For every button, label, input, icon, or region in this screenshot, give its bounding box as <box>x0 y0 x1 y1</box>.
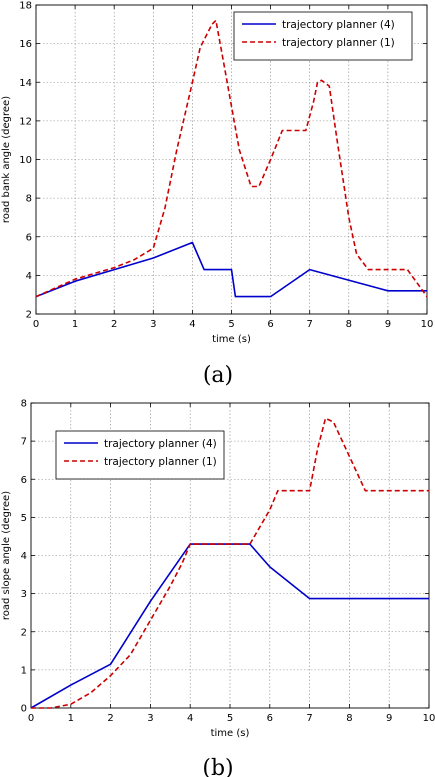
legend-label-1: trajectory planner (4) <box>104 438 217 450</box>
legend-label-2: trajectory planner (1) <box>282 37 395 49</box>
x-axis-label: time (s) <box>212 334 251 345</box>
x-tick-label: 3 <box>147 713 153 724</box>
y-axis-label: road bank angle (degree) <box>1 96 12 223</box>
x-tick-label: 1 <box>68 713 74 724</box>
y-tick-label: 8 <box>26 194 32 205</box>
x-tick-label: 8 <box>346 319 352 330</box>
y-tick-label: 5 <box>21 513 27 524</box>
y-tick-label: 3 <box>21 589 27 600</box>
figure-caption: (b) <box>202 756 233 777</box>
y-tick-label: 2 <box>26 310 32 321</box>
x-tick-label: 3 <box>150 319 156 330</box>
series-line-2 <box>31 417 429 709</box>
legend-box <box>55 430 225 480</box>
y-tick-label: 7 <box>21 437 27 448</box>
x-axis-label: time (s) <box>211 728 250 739</box>
y-tick-label: 10 <box>19 155 32 166</box>
series-line-1 <box>30 543 429 709</box>
x-tick-label: 10 <box>421 319 434 330</box>
x-tick-label: 7 <box>306 713 312 724</box>
y-tick-label: 6 <box>26 232 32 243</box>
x-tick-label: 9 <box>385 319 391 330</box>
x-tick-label: 9 <box>386 713 392 724</box>
x-tick-label: 7 <box>307 319 313 330</box>
y-tick-label: 18 <box>19 1 32 12</box>
y-tick-label: 2 <box>21 627 27 638</box>
x-tick-label: 1 <box>72 319 78 330</box>
x-tick-label: 4 <box>187 713 193 724</box>
x-tick-label: 0 <box>33 319 39 330</box>
x-tick-label: 8 <box>346 713 352 724</box>
x-tick-label: 4 <box>189 319 195 330</box>
y-tick-label: 4 <box>26 271 32 282</box>
y-tick-label: 8 <box>21 399 27 410</box>
x-tick-label: 5 <box>227 713 233 724</box>
y-tick-label: 16 <box>19 39 32 50</box>
y-tick-label: 0 <box>21 704 27 715</box>
figure-caption: (a) <box>203 363 233 388</box>
legend-label-2: trajectory planner (1) <box>104 456 217 468</box>
x-tick-label: 2 <box>107 713 113 724</box>
y-tick-label: 14 <box>19 78 32 89</box>
y-axis-label: road slope angle (degree) <box>1 491 12 620</box>
x-tick-label: 10 <box>423 713 435 724</box>
series-line-2 <box>35 19 428 298</box>
x-tick-label: 0 <box>28 713 34 724</box>
x-tick-label: 5 <box>228 319 234 330</box>
x-tick-label: 6 <box>267 319 273 330</box>
x-tick-label: 6 <box>267 713 273 724</box>
series-line-1 <box>35 241 427 298</box>
y-tick-label: 1 <box>21 665 27 676</box>
x-tick-label: 2 <box>111 319 117 330</box>
chart-panel-b: 0 1 2 3 4 5 6 7 8 9 10 0 1 2 3 4 5 6 7 8 time (s) road slope … <box>1 399 435 777</box>
legend-box <box>233 11 413 61</box>
legend-label-1: trajectory planner (4) <box>282 19 395 31</box>
y-tick-label: 6 <box>21 475 27 486</box>
y-tick-label: 12 <box>19 116 32 127</box>
y-tick-label: 4 <box>21 551 27 562</box>
